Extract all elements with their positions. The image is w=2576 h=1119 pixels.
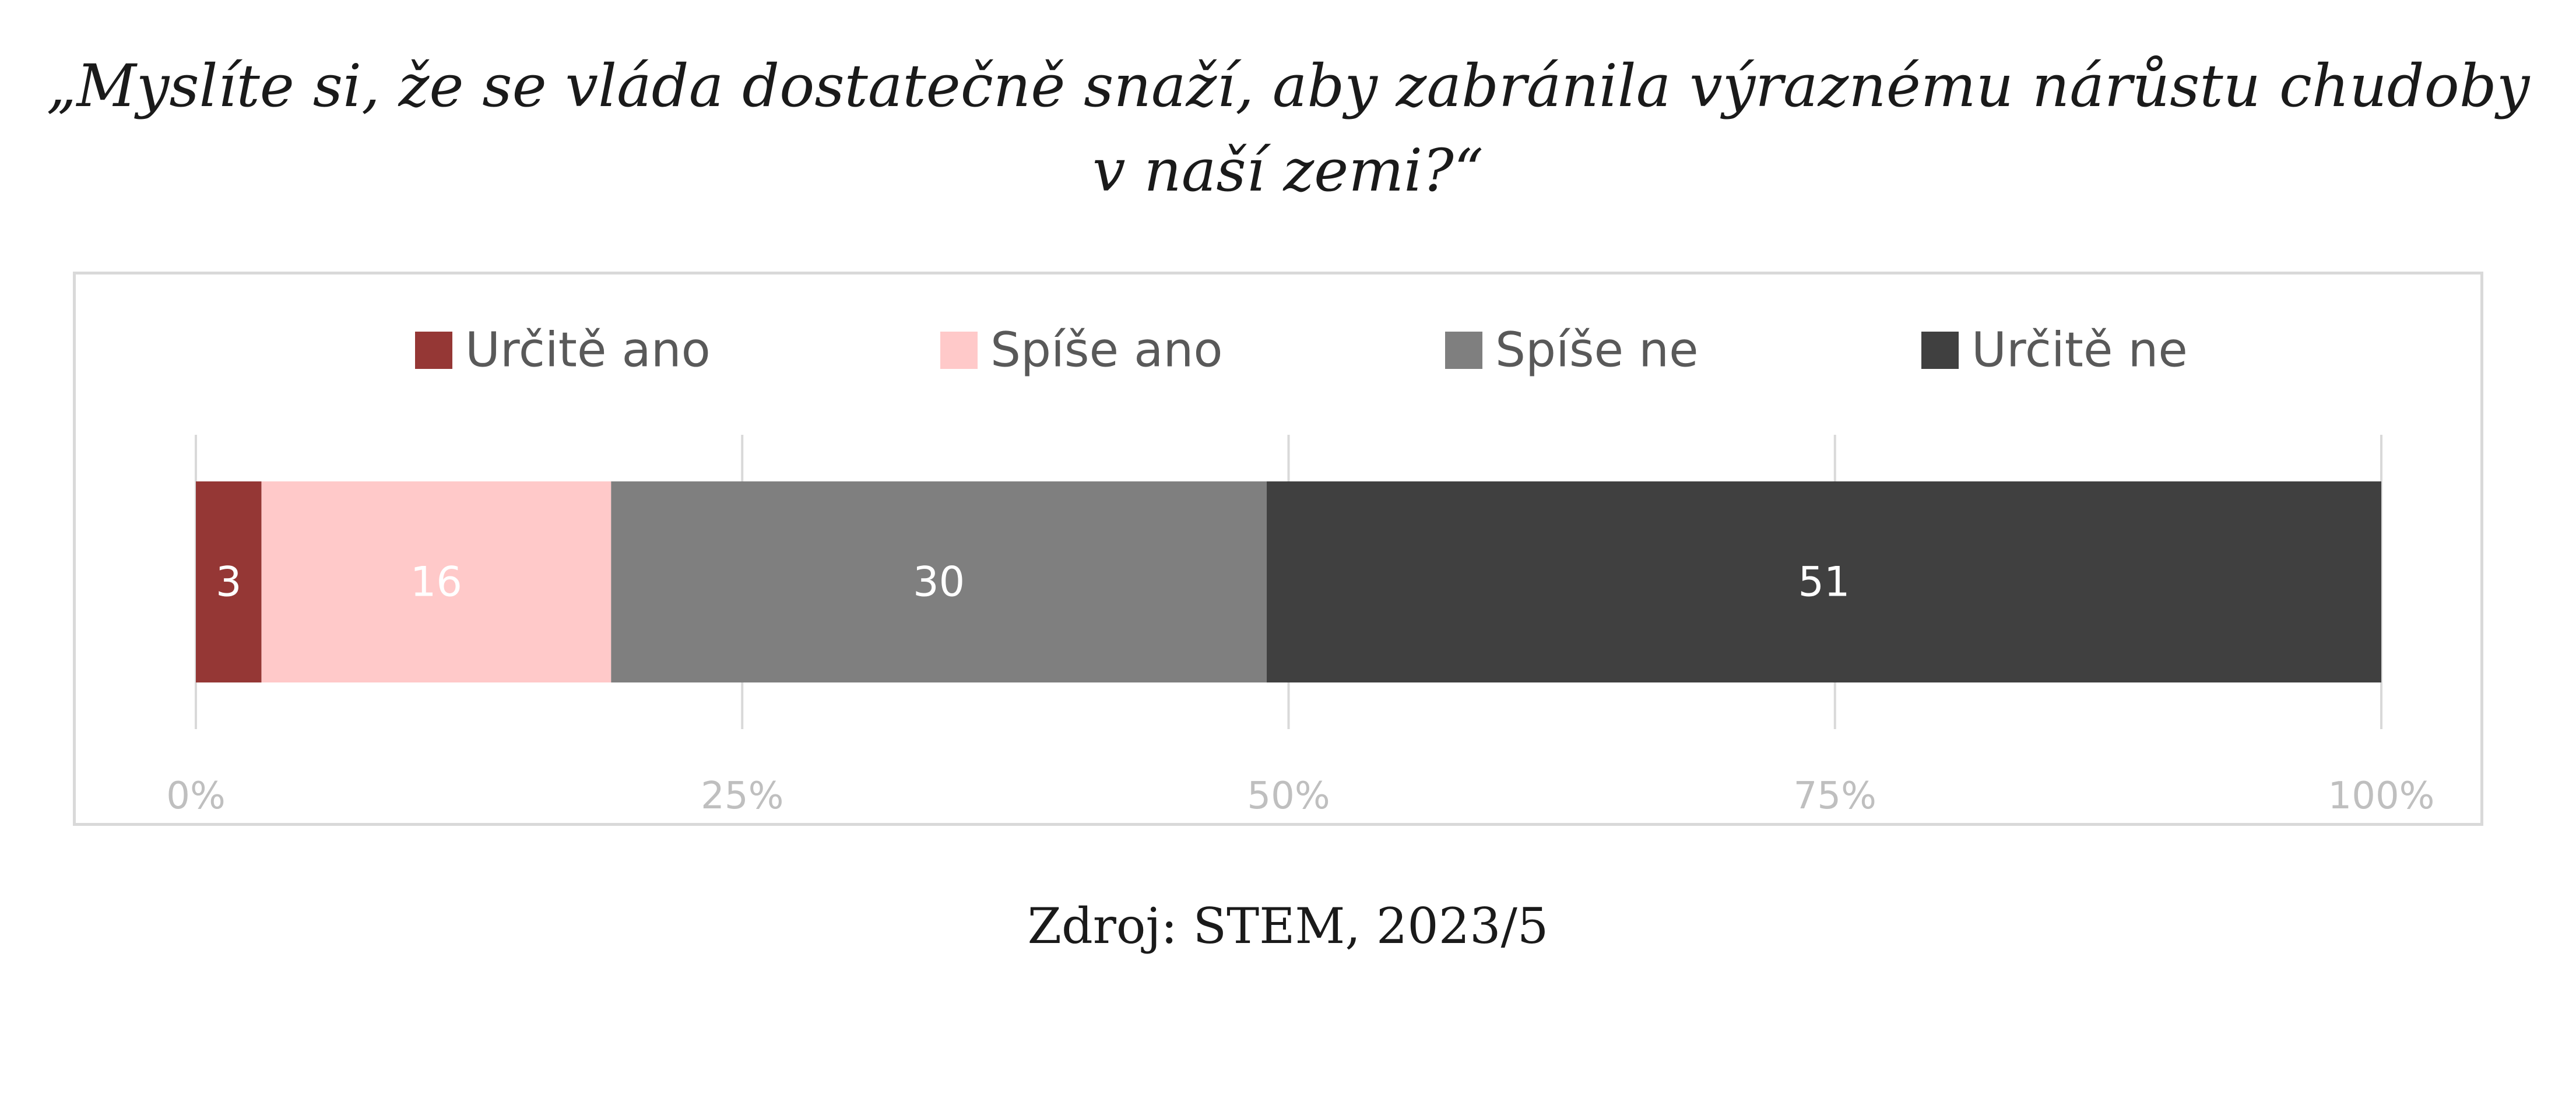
x-tick-label-4: 100% — [2328, 775, 2435, 818]
chart-frame: 3 16 30 51 0% 25% 50% 75% 100% Určitě ano Spíše an… — [73, 272, 2483, 826]
x-tick-label-0: 0% — [166, 775, 226, 818]
bar-segment-2 — [611, 481, 1267, 682]
legend-swatch-0 — [415, 332, 452, 369]
stacked-bar-chart: 3 16 30 51 0% 25% 50% 75% 100% Určitě ano Spíše an… — [166, 323, 2435, 818]
x-tick-label-3: 75% — [1794, 775, 1876, 818]
bar-segment-0 — [196, 481, 262, 682]
chart-title: „Myslíte si, že se vláda dostatečně snaž… — [0, 44, 2576, 213]
legend-label-1: Spíše ano — [990, 323, 1223, 378]
legend-swatch-3 — [1921, 332, 1959, 369]
x-tick-label-1: 25% — [701, 775, 783, 818]
legend-swatch-1 — [940, 332, 978, 369]
bar-segment-1 — [261, 481, 612, 682]
source-note: Zdroj: STEM, 2023/5 — [1027, 898, 1549, 955]
chart-title-line-2: v naší zemi?“ — [1092, 136, 1484, 205]
data-label-2: 30 — [913, 558, 965, 606]
legend-label-2: Spíše ne — [1495, 323, 1699, 378]
legend-label-3: Určitě ne — [1971, 323, 2188, 378]
legend-label-0: Určitě ano — [465, 323, 711, 378]
data-label-1: 16 — [410, 558, 462, 606]
data-label-0: 3 — [216, 558, 242, 606]
x-tick-label-2: 50% — [1247, 775, 1330, 818]
data-label-3: 51 — [1798, 558, 1850, 606]
chart-title-line-1: „Myslíte si, že se vláda dostatečně snaž… — [46, 52, 2530, 120]
bar-segment-3 — [1267, 481, 2381, 682]
legend-swatch-2 — [1445, 332, 1482, 369]
